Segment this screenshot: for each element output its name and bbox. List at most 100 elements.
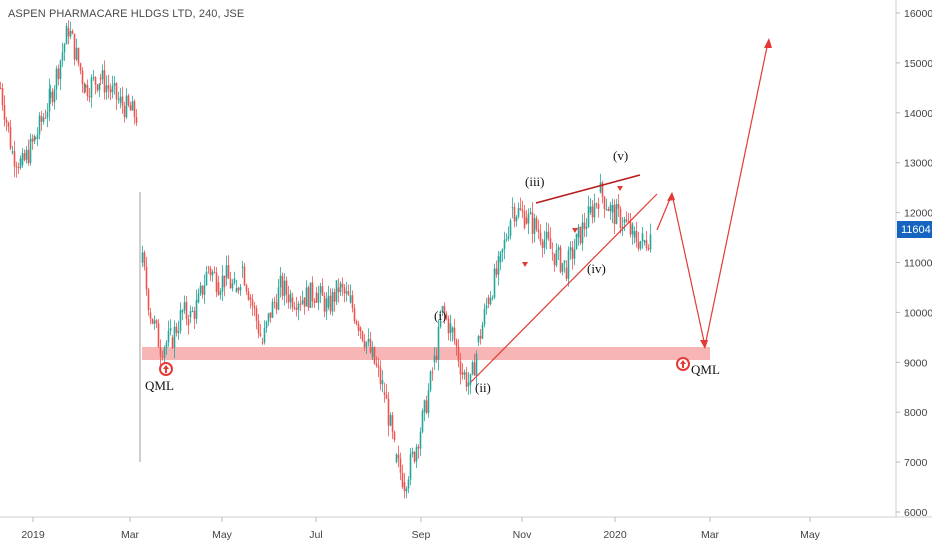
qml-marker-left[interactable]	[159, 362, 173, 376]
candle	[281, 275, 284, 296]
candle	[27, 149, 30, 164]
candle	[263, 327, 266, 343]
candle	[419, 431, 422, 449]
candle	[94, 77, 97, 85]
candle	[0, 87, 2, 89]
candle	[267, 313, 270, 322]
candle	[411, 451, 414, 455]
candle	[317, 293, 320, 303]
wave-trendline-top[interactable]	[535, 174, 641, 204]
candle	[251, 299, 254, 306]
candle	[351, 295, 354, 309]
price-axis[interactable]: 6000 7000 8000 9000 10000 11000 12000 13000 1400…	[896, 8, 932, 519]
candle	[393, 431, 396, 441]
candle	[543, 239, 546, 248]
candle	[307, 287, 310, 308]
candle	[631, 224, 634, 235]
candle	[109, 88, 112, 93]
y-tick-label: 12000	[904, 208, 932, 220]
candle	[59, 60, 62, 80]
candle	[157, 323, 160, 348]
candle	[179, 310, 182, 331]
candle	[583, 222, 586, 229]
candle	[621, 226, 624, 229]
candle	[649, 234, 652, 250]
candle	[237, 287, 240, 291]
candle	[479, 335, 482, 339]
candle	[469, 373, 472, 385]
candle	[435, 355, 438, 360]
candle	[635, 230, 638, 242]
x-tick-label: 2020	[603, 529, 627, 541]
candle	[455, 340, 458, 347]
candle	[293, 307, 296, 309]
last-price-badge: 11604	[897, 221, 932, 238]
candles[interactable]	[0, 0, 658, 499]
candle	[427, 390, 430, 413]
candle	[75, 47, 78, 60]
y-tick-label: 10000	[904, 307, 932, 319]
candle	[165, 342, 168, 348]
candle	[585, 226, 588, 229]
candle	[361, 331, 364, 341]
y-tick-label: 7000	[904, 457, 928, 469]
candle	[5, 119, 8, 123]
candle	[19, 158, 22, 168]
candle	[495, 268, 498, 275]
candle	[633, 230, 636, 238]
wave-label-i: (i)	[434, 308, 446, 323]
candle	[535, 218, 538, 230]
candle	[297, 303, 300, 310]
candle	[195, 299, 198, 319]
projection-path[interactable]	[656, 41, 769, 347]
candle	[201, 285, 204, 295]
time-axis[interactable]: 2019 Mar May Jul Sep Nov 2020 Mar May	[21, 517, 821, 541]
wave-trendline-support[interactable]	[470, 193, 658, 383]
candle	[481, 324, 484, 339]
candle	[42, 117, 45, 122]
candle	[387, 398, 390, 426]
candle	[341, 283, 344, 288]
candle	[477, 335, 480, 343]
y-tick-label: 8000	[904, 407, 928, 419]
qml-marker-right[interactable]	[676, 357, 690, 371]
candle	[7, 122, 10, 128]
candle	[415, 446, 418, 462]
qml-zone[interactable]	[142, 347, 710, 360]
candle	[229, 278, 232, 289]
y-tick-label: 11000	[904, 258, 932, 270]
candle	[247, 291, 250, 300]
signal-marker	[617, 186, 623, 191]
candle	[147, 289, 150, 311]
candle	[515, 216, 518, 222]
candle	[279, 275, 282, 288]
candle	[349, 295, 352, 303]
candle	[323, 295, 326, 312]
candle	[505, 238, 508, 240]
candle	[609, 204, 612, 212]
candle	[533, 218, 536, 234]
candle	[33, 136, 36, 142]
candle	[117, 98, 120, 100]
candle	[489, 297, 492, 305]
candle	[331, 292, 334, 312]
candle	[96, 84, 99, 91]
candle	[553, 253, 556, 266]
candle	[315, 292, 318, 303]
candle	[421, 410, 424, 432]
candle	[569, 247, 572, 251]
candle	[73, 33, 76, 60]
candle	[343, 287, 346, 294]
candle	[555, 250, 558, 266]
candle	[235, 287, 238, 293]
candle	[311, 282, 314, 301]
candle	[325, 298, 328, 312]
signal-marker	[522, 262, 528, 267]
candle	[423, 400, 426, 413]
candle	[287, 294, 290, 303]
candle	[431, 371, 434, 373]
arrow-up-icon	[680, 360, 686, 368]
candle	[619, 208, 622, 229]
